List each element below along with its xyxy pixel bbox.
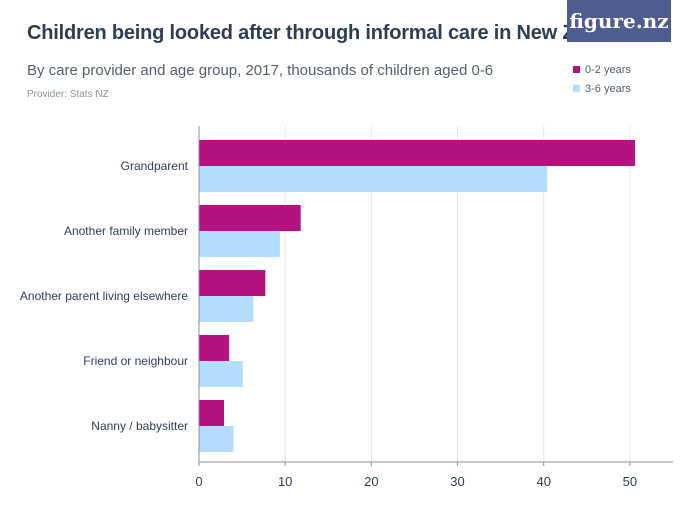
bar-nanny-babysitter-0-2-years [199,400,224,426]
figure-nz-logo[interactable]: figure.nz [567,0,671,42]
legend-swatch-3-6-years [573,85,580,92]
bar-friend-or-neighbour-0-2-years [199,335,230,361]
bar-nanny-babysitter-3-6-years [199,426,234,452]
x-tick-label: 40 [536,474,550,489]
data-provider: Provider: Stats NZ [27,89,109,100]
x-tick-label: 10 [278,474,292,489]
chart-legend: 0-2 years 3-6 years [573,60,631,98]
legend-item-0-2-years: 0-2 years [573,60,631,79]
category-label: Another family member [64,224,188,238]
bar-another-parent-living-elsewhere-0-2-years [199,270,266,296]
legend-item-3-6-years: 3-6 years [573,79,631,98]
legend-label-0-2-years: 0-2 years [585,63,631,76]
x-tick-label: 30 [450,474,464,489]
bar-grandparent-0-2-years [199,140,636,166]
bar-grandparent-3-6-years [199,166,548,192]
chart-subtitle: By care provider and age group, 2017, th… [27,62,494,79]
chart-title: Children being looked after through info… [27,22,637,44]
x-tick-label: 0 [195,474,202,489]
bar-friend-or-neighbour-3-6-years [199,361,243,387]
bar-another-parent-living-elsewhere-3-6-years [199,296,254,322]
category-label: Friend or neighbour [83,354,188,368]
legend-swatch-0-2-years [573,66,580,73]
x-tick-label: 20 [364,474,378,489]
category-label: Another parent living elsewhere [20,289,188,303]
bar-another-family-member-3-6-years [199,231,281,257]
category-label: Nanny / babysitter [91,419,188,433]
category-label: Grandparent [121,159,189,173]
x-tick-label: 50 [623,474,637,489]
bar-another-family-member-0-2-years [199,205,301,231]
legend-label-3-6-years: 3-6 years [585,82,631,95]
